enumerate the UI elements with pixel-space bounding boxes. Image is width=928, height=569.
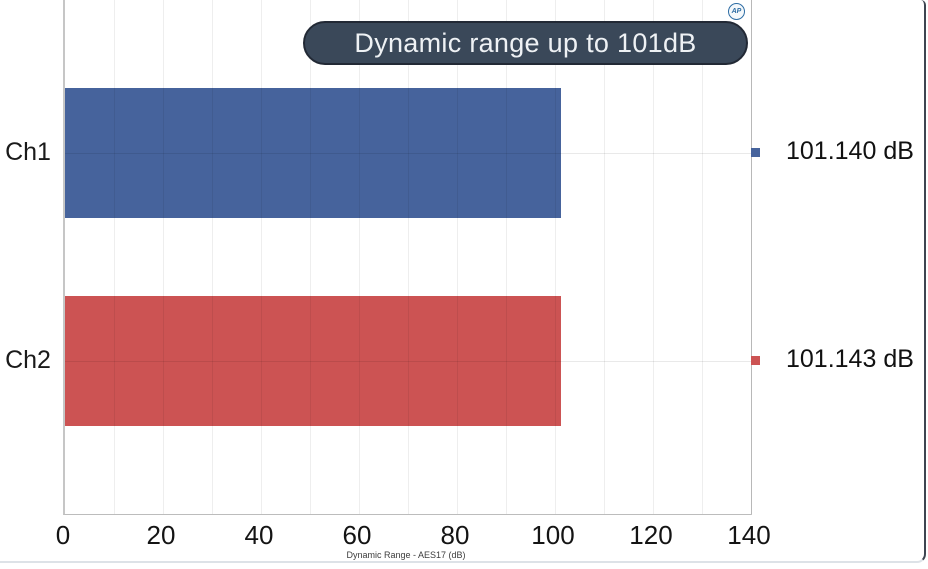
vertical-gridline [702,0,703,514]
vertical-gridline [310,0,311,514]
chart-title: Dynamic range up to 101dB [354,27,697,58]
chart-title-pill: Dynamic range up to 101dB [303,21,748,65]
vertical-gridline [163,0,164,514]
vertical-gridline [457,0,458,514]
legend-marker-ch2 [751,356,760,365]
bar-ch2 [65,296,561,426]
x-axis-title: Dynamic Range - AES17 (dB) [346,550,466,560]
legend-value-ch2: 101.143 dB [786,345,914,373]
category-label-ch2: Ch2 [5,346,51,374]
x-tick-label: 0 [55,520,71,550]
x-tick-label: 60 [342,520,372,550]
horizontal-gridline [65,361,751,362]
vertical-gridline [261,0,262,514]
x-tick-label: 80 [440,520,470,550]
horizontal-gridline [65,153,751,154]
legend-value-ch1: 101.140 dB [786,137,914,165]
vertical-gridline [653,0,654,514]
category-label-ch1: Ch1 [5,138,51,166]
vertical-gridline [506,0,507,514]
vertical-gridline [114,0,115,514]
vertical-gridline [408,0,409,514]
x-tick-label: 40 [244,520,274,550]
vertical-gridline [555,0,556,514]
vertical-gridline [212,0,213,514]
plot-area: Dynamic range up to 101dB [63,0,752,515]
x-tick-label: 140 [727,520,771,550]
vertical-gridline [604,0,605,514]
legend-marker-ch1 [751,148,760,157]
x-tick-label: 120 [629,520,673,550]
ap-logo-text: AP [731,8,742,15]
vertical-gridline [359,0,360,514]
audio-precision-logo-icon: AP [728,3,745,20]
vertical-gridline [751,0,752,514]
x-tick-label: 100 [531,520,575,550]
x-tick-label: 20 [146,520,176,550]
bar-ch1 [65,88,561,218]
